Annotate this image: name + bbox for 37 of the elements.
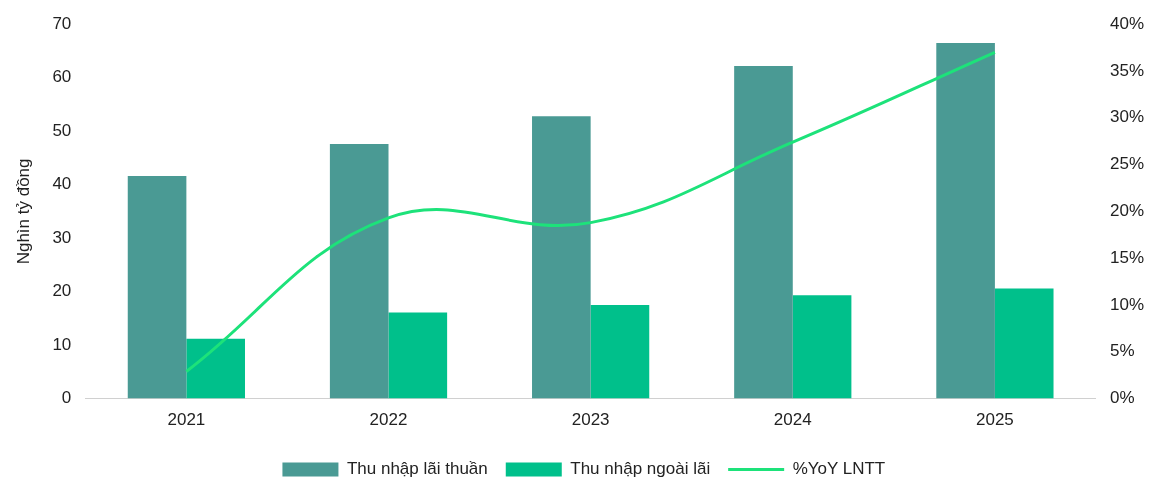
- y2-tick-label: 25%: [1109, 154, 1145, 174]
- bar: [734, 65, 793, 399]
- x-tick-label: 2021: [167, 410, 206, 430]
- y2-tick-label: 5%: [1109, 341, 1135, 361]
- bar: [936, 42, 995, 399]
- y2-tick-label: 35%: [1109, 60, 1145, 80]
- bar: [329, 144, 389, 399]
- y-tick-label: 30: [52, 227, 72, 247]
- y-axis-title: Nghìn tỷ đồng: [13, 158, 33, 265]
- y2-tick-label: 40%: [1109, 13, 1145, 33]
- bar: [532, 116, 591, 399]
- x-tick-label: 2023: [571, 410, 610, 430]
- legend-label: %YoY LNTT: [792, 459, 886, 479]
- y-tick-label: 0: [61, 388, 72, 408]
- bar: [186, 338, 245, 399]
- y2-tick-label: 10%: [1109, 294, 1145, 314]
- y2-tick-label: 15%: [1109, 247, 1145, 267]
- y2-tick-label: 20%: [1109, 201, 1145, 221]
- bar: [127, 176, 187, 399]
- bar: [792, 295, 852, 399]
- x-tick-label: 2024: [773, 410, 812, 430]
- line-series: [184, 50, 997, 373]
- bar: [590, 305, 650, 399]
- bar: [994, 288, 1054, 399]
- x-tick-label: 2025: [975, 410, 1014, 430]
- y-tick-label: 70: [52, 13, 72, 33]
- y-tick-label: 40: [52, 174, 72, 194]
- y-tick-label: 20: [52, 281, 72, 301]
- y-tick-label: 60: [52, 67, 72, 87]
- y-tick-label: 50: [52, 120, 72, 140]
- bar: [388, 312, 448, 399]
- x-tick-label: 2022: [369, 410, 408, 430]
- legend-label: Thu nhập ngoài lãi: [570, 459, 711, 479]
- y2-tick-label: 30%: [1109, 107, 1145, 127]
- legend-label: Thu nhập lãi thuần: [346, 459, 488, 479]
- y2-tick-label: 0%: [1109, 388, 1135, 408]
- y-tick-label: 10: [52, 334, 72, 354]
